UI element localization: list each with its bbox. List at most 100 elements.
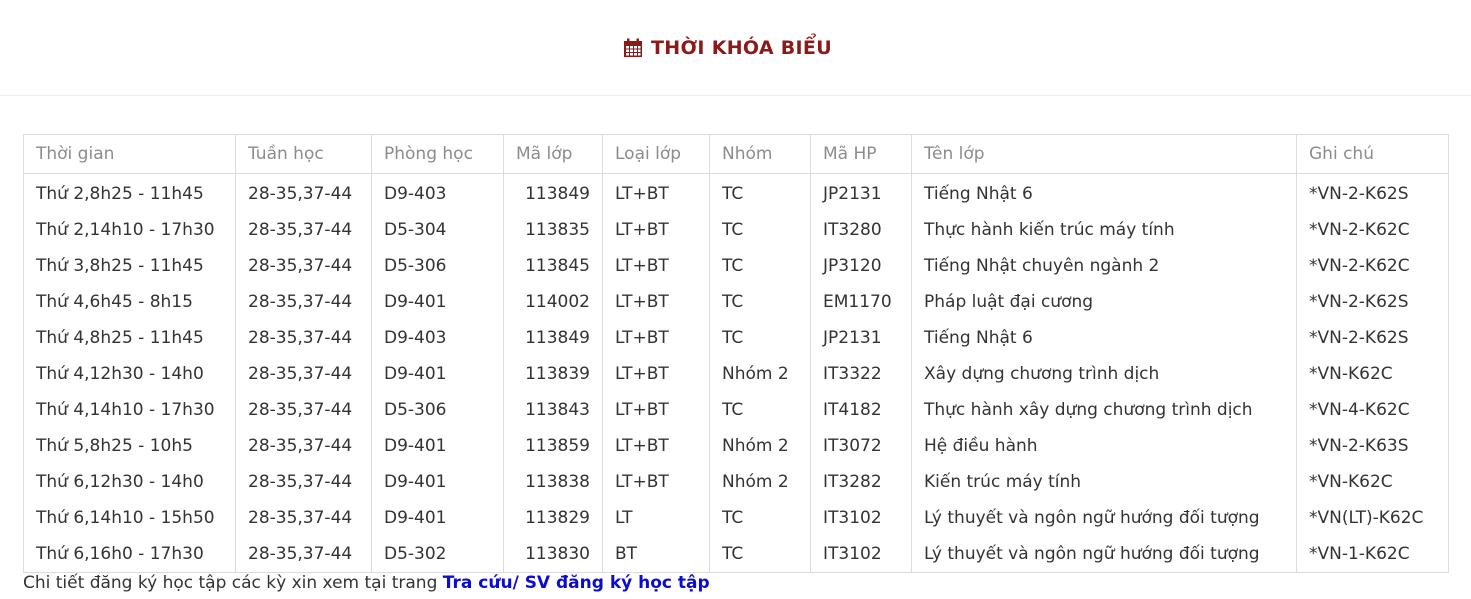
cell-class-code: 113835 [503, 212, 603, 248]
table-row: Thứ 4,8h25 - 11h45 28-35,37-44 D9-403 11384… [23, 320, 1449, 356]
cell-class-type: LT+BT [602, 356, 710, 392]
table-row: Thứ 6,14h10 - 15h50 28-35,37-44 D9-401 1138… [23, 500, 1449, 536]
cell-room: D9-401 [371, 464, 504, 500]
cell-time: Thứ 6,16h0 - 17h30 [23, 536, 236, 573]
cell-class-code: 113830 [503, 536, 603, 573]
cell-class-name: Tiếng Nhật chuyên ngành 2 [911, 248, 1297, 284]
cell-room: D5-306 [371, 248, 504, 284]
cell-room: D9-403 [371, 320, 504, 356]
cell-class-name: Lý thuyết và ngôn ngữ hướng đối tượng [911, 536, 1297, 573]
cell-note: *VN-2-K62S [1296, 320, 1449, 356]
cell-class-type: BT [602, 536, 710, 573]
column-header-class-name[interactable]: Tên lớp [911, 134, 1297, 174]
cell-time: Thứ 2,8h25 - 11h45 [23, 173, 236, 212]
cell-weeks: 28-35,37-44 [235, 500, 372, 536]
cell-group: TC [709, 500, 811, 536]
cell-course-code: IT3282 [810, 464, 912, 500]
cell-class-type: LT+BT [602, 212, 710, 248]
table-row: Thứ 2,14h10 - 17h30 28-35,37-44 D5-304 1138… [23, 212, 1449, 248]
cell-note: *VN-2-K62C [1296, 212, 1449, 248]
cell-class-code: 114002 [503, 284, 603, 320]
table-row: Thứ 6,12h30 - 14h0 28-35,37-44 D9-401 11383… [23, 464, 1449, 500]
column-header-note[interactable]: Ghi chú [1296, 134, 1449, 174]
cell-class-code: 113829 [503, 500, 603, 536]
table-row: Thứ 5,8h25 - 10h5 28-35,37-44 D9-401 113859… [23, 428, 1449, 464]
column-header-room[interactable]: Phòng học [371, 134, 504, 174]
register-lookup-link[interactable]: Tra cứu/ SV đăng ký học tập [442, 573, 710, 593]
cell-note: *VN-2-K62C [1296, 248, 1449, 284]
table-row: Thứ 2,8h25 - 11h45 28-35,37-44 D9-403 11384… [23, 173, 1449, 212]
cell-weeks: 28-35,37-44 [235, 284, 372, 320]
cell-group: TC [709, 392, 811, 428]
cell-class-type: LT+BT [602, 173, 710, 212]
cell-class-code: 113859 [503, 428, 603, 464]
column-header-weeks[interactable]: Tuần học [235, 134, 372, 174]
cell-weeks: 28-35,37-44 [235, 536, 372, 573]
cell-note: *VN(LT)-K62C [1296, 500, 1449, 536]
table-row: Thứ 4,6h45 - 8h15 28-35,37-44 D9-401 114002… [23, 284, 1449, 320]
cell-group: TC [709, 536, 811, 573]
cell-note: *VN-K62C [1296, 356, 1449, 392]
cell-course-code: JP2131 [810, 173, 912, 212]
cell-time: Thứ 4,12h30 - 14h0 [23, 356, 236, 392]
cell-weeks: 28-35,37-44 [235, 356, 372, 392]
column-header-group[interactable]: Nhóm [709, 134, 811, 174]
cell-note: *VN-2-K62S [1296, 173, 1449, 212]
table-row: Thứ 3,8h25 - 11h45 28-35,37-44 D5-306 11384… [23, 248, 1449, 284]
cell-class-type: LT+BT [602, 248, 710, 284]
cell-note: *VN-K62C [1296, 464, 1449, 500]
table-row: Thứ 4,14h10 - 17h30 28-35,37-44 D5-306 1138… [23, 392, 1449, 428]
cell-time: Thứ 4,14h10 - 17h30 [23, 392, 236, 428]
cell-course-code: IT4182 [810, 392, 912, 428]
cell-class-name: Tiếng Nhật 6 [911, 320, 1297, 356]
cell-course-code: IT3072 [810, 428, 912, 464]
cell-course-code: IT3102 [810, 536, 912, 573]
cell-class-type: LT+BT [602, 428, 710, 464]
cell-class-name: Kiến trúc máy tính [911, 464, 1297, 500]
cell-course-code: IT3280 [810, 212, 912, 248]
cell-course-code: JP2131 [810, 320, 912, 356]
cell-course-code: IT3102 [810, 500, 912, 536]
cell-weeks: 28-35,37-44 [235, 212, 372, 248]
footer-note: Chi tiết đăng ký học tập các kỳ xin xem … [23, 573, 710, 593]
cell-room: D9-401 [371, 428, 504, 464]
cell-time: Thứ 2,14h10 - 17h30 [23, 212, 236, 248]
column-header-class-code[interactable]: Mã lớp [503, 134, 603, 174]
cell-room: D9-401 [371, 284, 504, 320]
column-header-class-type[interactable]: Loại lớp [602, 134, 710, 174]
cell-course-code: IT3322 [810, 356, 912, 392]
cell-class-code: 113838 [503, 464, 603, 500]
cell-class-type: LT [602, 500, 710, 536]
cell-room: D5-304 [371, 212, 504, 248]
cell-group: Nhóm 2 [709, 428, 811, 464]
cell-room: D9-403 [371, 173, 504, 212]
cell-class-name: Tiếng Nhật 6 [911, 173, 1297, 212]
cell-class-name: Thực hành kiến trúc máy tính [911, 212, 1297, 248]
schedule-table-wrap: Thời gian Tuần học Phòng học Mã lớp Loại… [23, 134, 1449, 573]
cell-group: Nhóm 2 [709, 356, 811, 392]
cell-class-name: Lý thuyết và ngôn ngữ hướng đối tượng [911, 500, 1297, 536]
page-title: THỜI KHÓA BIỂU [651, 36, 832, 59]
cell-note: *VN-2-K62S [1296, 284, 1449, 320]
cell-time: Thứ 3,8h25 - 11h45 [23, 248, 236, 284]
cell-class-code: 113839 [503, 356, 603, 392]
title-wrap: THỜI KHÓA BIỂU [623, 37, 832, 59]
column-header-time[interactable]: Thời gian [23, 134, 236, 174]
cell-class-code: 113843 [503, 392, 603, 428]
cell-group: TC [709, 284, 811, 320]
cell-time: Thứ 4,8h25 - 11h45 [23, 320, 236, 356]
cell-room: D9-401 [371, 356, 504, 392]
column-header-course-code[interactable]: Mã HP [810, 134, 912, 174]
cell-note: *VN-4-K62C [1296, 392, 1449, 428]
cell-weeks: 28-35,37-44 [235, 464, 372, 500]
cell-time: Thứ 4,6h45 - 8h15 [23, 284, 236, 320]
cell-class-name: Hệ điều hành [911, 428, 1297, 464]
cell-room: D9-401 [371, 500, 504, 536]
cell-class-type: LT+BT [602, 284, 710, 320]
cell-group: TC [709, 320, 811, 356]
cell-class-name: Pháp luật đại cương [911, 284, 1297, 320]
cell-group: TC [709, 173, 811, 212]
cell-class-code: 113849 [503, 320, 603, 356]
cell-note: *VN-1-K62C [1296, 536, 1449, 573]
cell-time: Thứ 6,14h10 - 15h50 [23, 500, 236, 536]
